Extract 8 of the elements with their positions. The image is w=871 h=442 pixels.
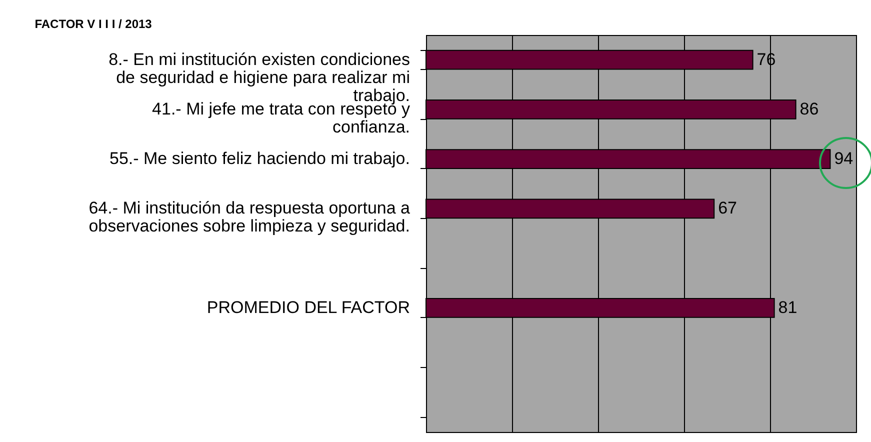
- y-tick-label: PROMEDIO DEL FACTOR: [206, 298, 410, 317]
- y-tick-label: 55.- Me siento feliz haciendo mi trabajo.: [110, 149, 410, 168]
- text: FACTOR V I I I / 2013: [34, 17, 152, 31]
- data-label: 67: [718, 198, 738, 218]
- data-label: 94: [834, 149, 854, 168]
- data-label: 86: [800, 99, 819, 118]
- y-tick-label: 64.- Mi institución da respuesta oportuna a observaciones sobre limpieza y seguridad.: [88, 198, 411, 236]
- data-label: 81: [778, 298, 798, 317]
